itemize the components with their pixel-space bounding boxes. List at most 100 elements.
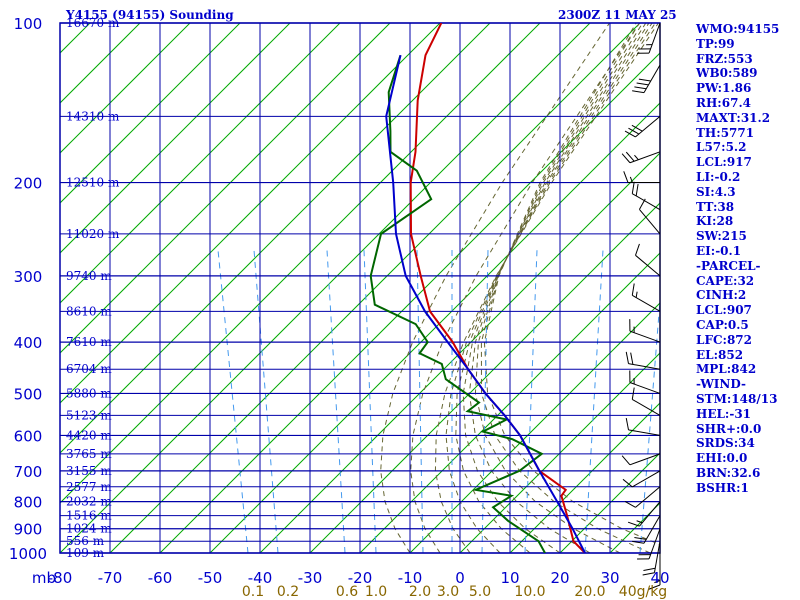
index-item: BSHR:1 [696,480,749,495]
temperature-tick-label: -60 [148,569,173,587]
index-item: TH:5771 [696,125,755,140]
moist-adiabat-line [434,23,659,553]
dry-adiabat-line [259,152,660,553]
index-item: LI:-0.2 [696,169,741,184]
wind-barb [637,22,661,54]
index-item: PW:1.86 [696,81,752,96]
pressure-tick-label: 600 [14,427,43,445]
mixing-ratio-label: 10.0 [514,584,545,600]
mixing-ratio-line [416,249,424,553]
index-item: SRDS:34 [696,436,755,451]
height-label: 12510 m [66,176,120,190]
index-item: L57:5.2 [696,140,747,155]
index-item: -PARCEL- [696,258,761,273]
dry-adiabat-line [60,23,441,404]
index-item: EL:852 [696,347,744,362]
pressure-tick-label: 500 [14,385,43,403]
height-label: 16670 m [66,16,120,30]
wind-barb [623,171,660,184]
index-item: MAXT:31.2 [696,110,771,125]
height-label: 3155 m [66,464,112,478]
height-label: 9740 m [66,269,112,283]
profiles [369,23,586,553]
dry-adiabat-line [60,23,341,304]
mixing-ratio-lines [217,249,660,553]
index-item: RH:67.4 [696,95,751,110]
mixing-ratio-line [584,249,604,553]
mixing-ratio-line [253,249,279,553]
x-unit-label: mb [32,569,56,587]
temperature-tick-label: -70 [98,569,123,587]
height-label: 2032 m [66,495,112,509]
dry-adiabat-line [60,23,541,504]
mixing-ratio-line [326,249,346,553]
height-label: 556 m [66,534,105,548]
chart-timestamp: 2300Z 11 MAY 25 [558,8,677,22]
moist-adiabat-line [445,23,656,553]
wind-barb [648,553,661,590]
height-label: 1024 m [66,522,112,536]
mixing-ratio-label: 0.1 [242,584,264,600]
pressure-tick-label: 100 [14,15,43,33]
moist-adiabat-line [468,23,647,553]
wind-barb [631,283,661,312]
wind-barb [621,151,661,164]
temperature-tick-label: -50 [198,569,223,587]
wind-barb [631,387,661,416]
temperature-tick-label: -40 [248,569,273,587]
mixing-ratio-label: 0.6 [336,584,358,600]
pressure-tick-label: 200 [14,175,43,193]
moist-adiabat-line [474,23,644,553]
dry-adiabat-line [359,252,660,553]
index-item: CAP:0.5 [696,317,749,332]
height-label: 14310 m [66,109,120,123]
dry-adiabat-line [60,23,291,254]
index-item: STM:148/13 [696,391,778,406]
wind-barbs [621,22,661,590]
mixing-ratio-label: 1.0 [365,584,387,600]
mixing-ratio-label: 3.0 [437,584,459,600]
index-item: HEL:-31 [696,406,752,421]
temperature-tick-label: -30 [298,569,323,587]
dry-adiabat-line [60,23,491,454]
temperature-tick-label: -20 [348,569,373,587]
wind-barb [624,115,661,138]
mixing-ratio-label: 0.2 [277,584,299,600]
index-item: BRN:32.6 [696,465,761,480]
dry-adiabat-line [60,23,241,204]
wind-barb [624,486,661,508]
mixing-ratio-label: 40g/kg [619,584,667,600]
profile-line-2 [385,54,586,553]
index-item: KI:28 [696,214,734,229]
wind-barb [632,64,661,94]
temperature-tick-label: -80 [48,569,73,587]
height-label: 8610 m [66,304,112,318]
index-item: LCL:907 [696,303,752,318]
mixing-ratio-label: 20.0 [574,584,605,600]
wind-barb [637,528,661,560]
grid [59,22,661,554]
mixing-ratio-label: 5.0 [469,584,491,600]
height-label: 6704 m [66,362,112,376]
dry-adiabat-line [60,23,191,154]
moist-adiabat-line [462,23,650,553]
wind-barb [629,319,661,343]
index-item: EI:-0.1 [696,243,742,258]
pressure-tick-label: 700 [14,463,43,481]
index-item: LFC:872 [696,332,752,347]
dry-adiabat-line [60,23,141,104]
dry-adiabat-line [109,23,641,553]
height-label: 11020 m [66,227,120,241]
wind-barb [622,470,661,488]
temperature-tick-label: -10 [398,569,423,587]
wind-barb [642,541,661,576]
mixing-ratio-line [481,249,489,553]
dry-adiabat-line [159,52,660,553]
dry-adiabat-line [459,352,660,553]
dry-adiabat-line [559,452,660,553]
wind-barb [632,515,661,544]
temperature-tick-label: 20 [550,569,569,587]
pressure-tick-label: 1000 [9,545,47,563]
index-item: LCL:917 [696,155,752,170]
